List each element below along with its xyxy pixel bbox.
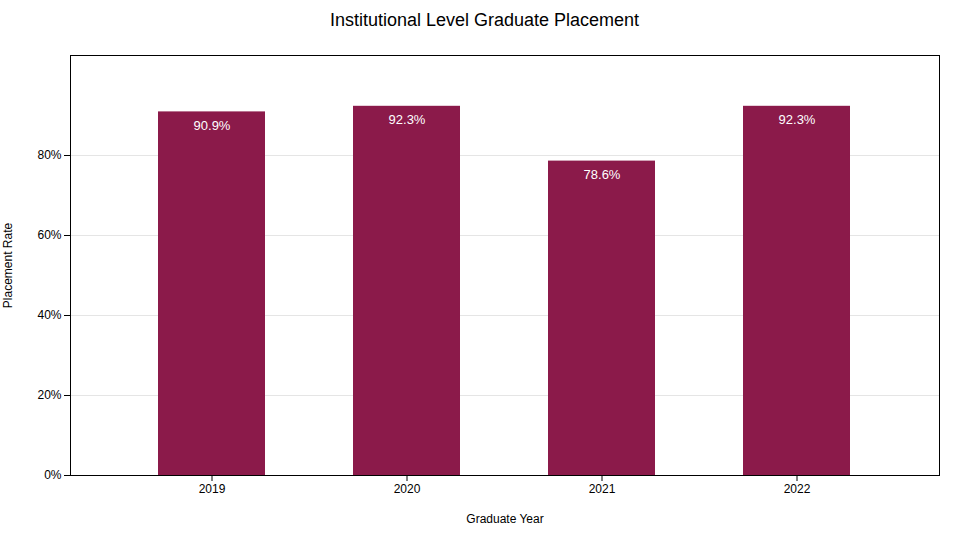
svg-text:92.3%: 92.3% (389, 112, 426, 127)
svg-text:80%: 80% (37, 148, 61, 162)
svg-text:0%: 0% (44, 468, 62, 482)
svg-text:90.9%: 90.9% (194, 118, 231, 133)
svg-text:Placement Rate: Placement Rate (1, 222, 15, 308)
svg-text:2020: 2020 (394, 482, 421, 496)
svg-text:2021: 2021 (589, 482, 616, 496)
svg-text:Graduate Year: Graduate Year (466, 512, 543, 526)
svg-text:40%: 40% (37, 308, 61, 322)
svg-text:2019: 2019 (199, 482, 226, 496)
html-text:Institutional Level Graduate P: Institutional Level Graduate Placement (329, 10, 640, 30)
svg-text:92.3%: 92.3% (779, 112, 816, 127)
svg-text:2022: 2022 (784, 482, 811, 496)
svg-text:60%: 60% (37, 228, 61, 242)
svg-text:78.6%: 78.6% (584, 167, 621, 182)
svg-text:20%: 20% (37, 388, 61, 402)
